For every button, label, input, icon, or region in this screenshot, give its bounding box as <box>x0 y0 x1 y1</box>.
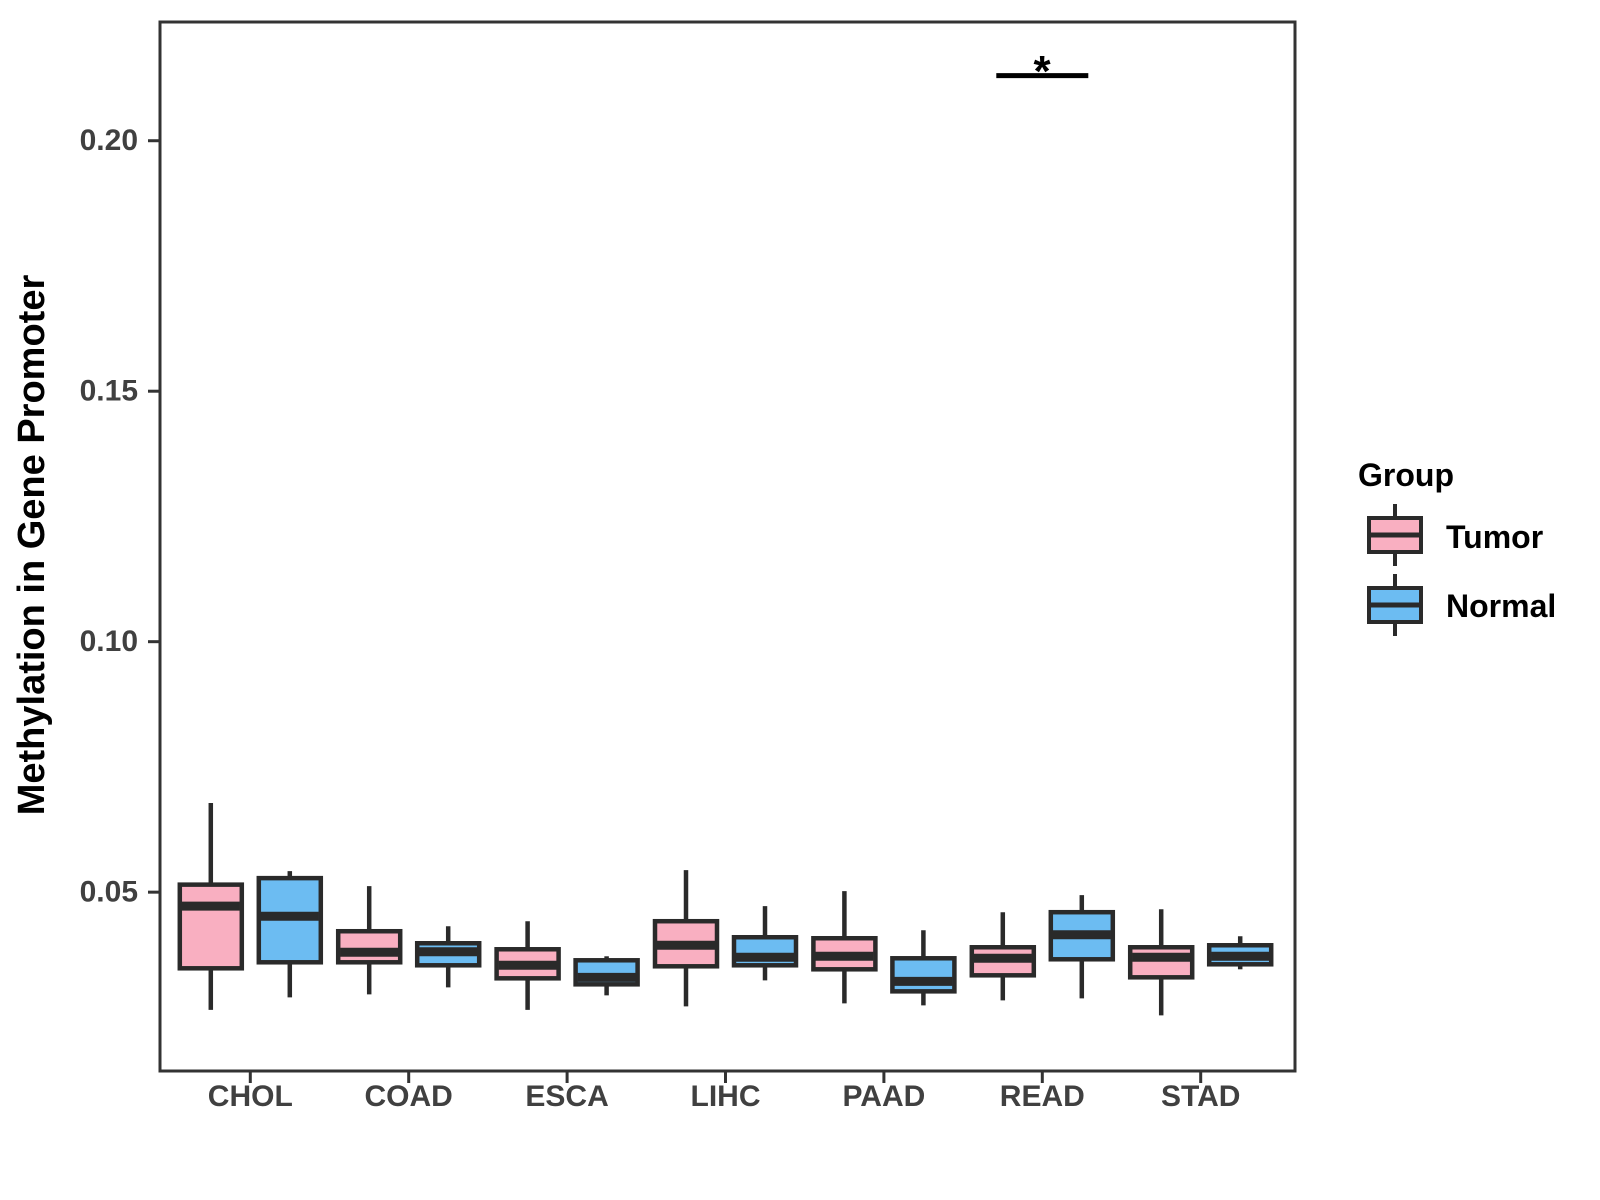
x-tick-label: ESCA <box>525 1080 608 1113</box>
y-tick-label: 0.10 <box>80 625 138 658</box>
x-tick-label: CHOL <box>208 1080 293 1113</box>
x-tick-label: COAD <box>365 1080 453 1113</box>
y-tick-label: 0.05 <box>80 876 138 909</box>
legend-title: Group <box>1358 457 1454 493</box>
box-tumor-STAD-box <box>1127 945 1195 980</box>
x-tick-label: STAD <box>1161 1080 1240 1113</box>
box-tumor-COAD-box <box>335 928 403 965</box>
x-tick-label: PAAD <box>843 1080 926 1113</box>
box-normal-PAAD-box <box>890 956 957 994</box>
panel-border <box>158 20 1297 1073</box>
legend-label-normal: Normal <box>1446 588 1556 624</box>
x-tick-label: READ <box>1000 1080 1085 1113</box>
legend-label-tumor: Tumor <box>1446 519 1543 555</box>
y-tick-label: 0.15 <box>80 375 138 408</box>
box-tumor-CHOL-box <box>177 882 245 971</box>
significance-star: * <box>1033 47 1051 96</box>
x-tick-label: LIHC <box>691 1080 761 1113</box>
y-axis-title: Methylation in Gene Promoter <box>11 275 53 816</box>
plot-marks: 0.05 0.10 0.15 0.20 CHOL COAD ESCA LIHC PAAD READ… <box>80 20 1423 1113</box>
y-tick-label: 0.20 <box>80 124 138 157</box>
